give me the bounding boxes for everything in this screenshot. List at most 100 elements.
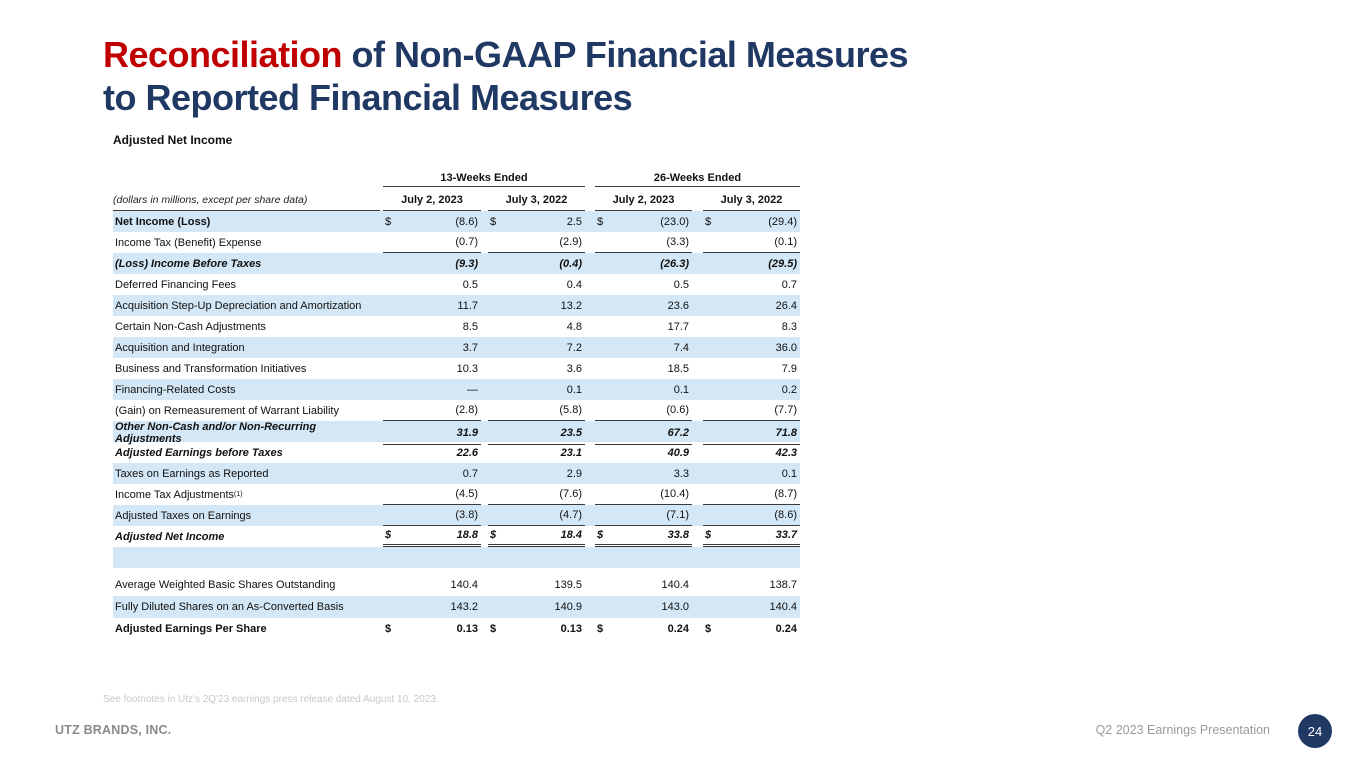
slide-title-rest: of Non-GAAP Financial Measures xyxy=(342,34,909,75)
cell-value: (29.4) xyxy=(768,215,797,228)
cell-value: 143.0 xyxy=(661,601,689,613)
value-cell: 23.5 xyxy=(488,421,585,445)
column-header: July 2, 2023 xyxy=(595,187,692,211)
cell-value: 143.2 xyxy=(450,601,478,613)
value-cell: 26.4 xyxy=(703,295,800,316)
value-cell xyxy=(595,547,692,568)
value-cell: 0.7 xyxy=(703,274,800,295)
row-label: (Gain) on Remeasurement of Warrant Liabi… xyxy=(115,404,339,417)
row-label: Business and Transformation Initiatives xyxy=(115,362,307,375)
value-cell: 42.3 xyxy=(703,442,800,463)
value-cell: $2.5 xyxy=(488,211,585,232)
value-cell: 4.8 xyxy=(488,316,585,337)
value-cell: 7.4 xyxy=(595,337,692,358)
row-label: Financing-Related Costs xyxy=(115,383,236,396)
cell-value: 0.7 xyxy=(781,278,797,291)
cell-value: 7.9 xyxy=(781,362,797,375)
cell-value: (7.1) xyxy=(666,509,689,521)
row-label: Taxes on Earnings as Reported xyxy=(115,467,269,480)
cell-value: (5.8) xyxy=(559,404,582,416)
cell-value: (4.5) xyxy=(455,488,478,500)
cell-value: 0.13 xyxy=(456,623,478,635)
value-cell: $18.4 xyxy=(488,526,585,547)
cell-value: 3.6 xyxy=(566,362,582,375)
value-cell: 0.1 xyxy=(595,379,692,400)
table-row: Income Tax (Benefit) Expense (0.7) (2.9) (3… xyxy=(113,232,800,253)
table-row: Fully Diluted Shares on an As-Converted … xyxy=(113,596,800,618)
table-row xyxy=(113,547,800,568)
footer-company-name: UTZ BRANDS, INC. xyxy=(55,723,172,737)
row-label: Acquisition and Integration xyxy=(115,341,245,354)
value-cell: 23.1 xyxy=(488,442,585,463)
cell-value: 23.6 xyxy=(667,299,689,312)
dollar-sign: $ xyxy=(597,215,604,228)
value-cell: 140.4 xyxy=(703,596,800,618)
cell-value: (2.9) xyxy=(559,236,582,248)
cell-value: 42.3 xyxy=(775,446,797,459)
value-cell: 143.2 xyxy=(383,596,481,618)
table-row: Business and Transformation Initiatives 1… xyxy=(113,358,800,379)
dollar-sign: $ xyxy=(705,529,712,541)
cell-value: (8.6) xyxy=(774,509,797,521)
cell-value: 0.1 xyxy=(781,467,797,480)
value-cell: 10.3 xyxy=(383,358,481,379)
cell-value: (23.0) xyxy=(660,215,689,228)
value-cell: 40.9 xyxy=(595,442,692,463)
value-cell xyxy=(488,547,585,568)
value-cell: 138.7 xyxy=(703,574,800,596)
value-cell: (7.6) xyxy=(488,484,585,505)
value-cell: (7.7) xyxy=(703,400,800,421)
value-cell: (0.7) xyxy=(383,232,481,253)
cell-value: 0.5 xyxy=(673,278,689,291)
value-cell: — xyxy=(383,379,481,400)
table-row: Income Tax Adjustments (1) (4.5) (7.6) (10.4… xyxy=(113,484,800,505)
value-cell: (8.6) xyxy=(703,505,800,526)
cell-value: 7.4 xyxy=(673,341,689,354)
value-cell: 140.4 xyxy=(383,574,481,596)
dollar-sign: $ xyxy=(597,623,604,635)
cell-value: 33.8 xyxy=(667,529,689,541)
value-cell: $0.13 xyxy=(488,618,585,640)
row-label: Income Tax Adjustments (1) xyxy=(115,488,243,501)
value-cell: 36.0 xyxy=(703,337,800,358)
cell-value: 140.4 xyxy=(661,579,689,591)
row-label: Fully Diluted Shares on an As-Converted … xyxy=(115,601,344,613)
cell-value: 0.2 xyxy=(781,383,797,396)
value-cell: 23.6 xyxy=(595,295,692,316)
cell-value: (0.4) xyxy=(559,257,582,270)
dollar-sign: $ xyxy=(490,215,497,228)
value-cell: 7.9 xyxy=(703,358,800,379)
cell-value: (0.1) xyxy=(774,236,797,248)
column-header: July 2, 2023 xyxy=(383,187,481,211)
cell-value: 0.1 xyxy=(673,383,689,396)
row-label: Deferred Financing Fees xyxy=(115,278,237,291)
table-group-header-row: 13-Weeks Ended 26-Weeks Ended xyxy=(113,170,800,187)
row-label: Adjusted Earnings before Taxes xyxy=(115,446,283,459)
value-cell: (8.7) xyxy=(703,484,800,505)
row-label: Adjusted Net Income xyxy=(115,530,225,543)
cell-value: 67.2 xyxy=(667,426,689,439)
value-cell: $ (29.4) xyxy=(703,211,800,232)
cell-value: 23.1 xyxy=(560,446,582,459)
cell-value: 71.8 xyxy=(775,426,797,439)
table-row: Acquisition Step-Up Depreciation and Amo… xyxy=(113,295,800,316)
cell-value: 18.4 xyxy=(560,529,582,541)
cell-value: 31.9 xyxy=(456,426,478,439)
cell-value: (4.7) xyxy=(559,509,582,521)
cell-value: 7.2 xyxy=(566,341,582,354)
value-cell: (29.5) xyxy=(703,253,800,274)
table-caption: (dollars in millions, except per share d… xyxy=(113,187,380,211)
cell-value: 17.7 xyxy=(667,320,689,333)
cell-value: (8.7) xyxy=(774,488,797,500)
value-cell: 2.9 xyxy=(488,463,585,484)
cell-value: (0.7) xyxy=(455,236,478,248)
column-header: July 3, 2022 xyxy=(703,187,800,211)
row-label: Net Income (Loss) xyxy=(115,215,211,228)
value-cell: 140.4 xyxy=(595,574,692,596)
value-cell: 67.2 xyxy=(595,421,692,445)
cell-value: 26.4 xyxy=(775,299,797,312)
cell-value: 4.8 xyxy=(566,320,582,333)
cell-value: (0.6) xyxy=(666,404,689,416)
value-cell: 0.5 xyxy=(595,274,692,295)
value-cell: 13.2 xyxy=(488,295,585,316)
